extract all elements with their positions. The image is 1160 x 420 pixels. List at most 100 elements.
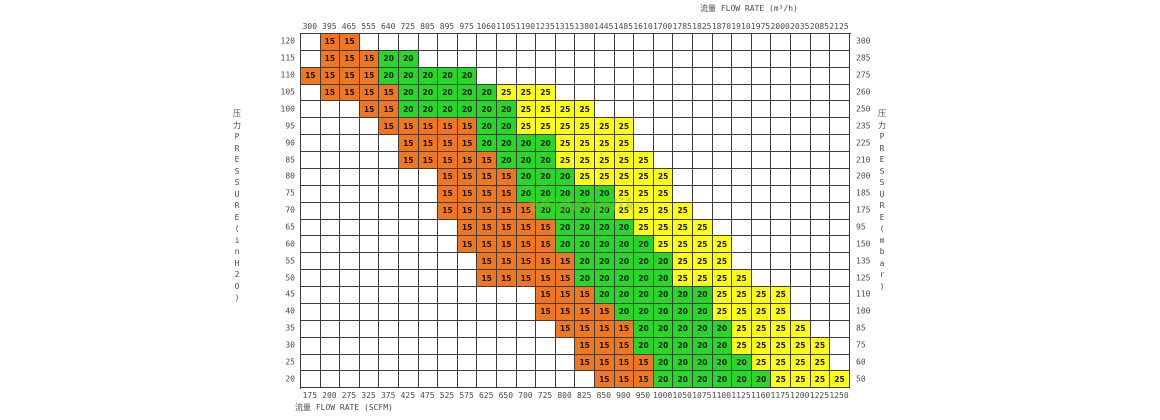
- grid-cell-value: 25: [771, 371, 791, 389]
- grid-cell-empty: [320, 101, 341, 119]
- grid-cell-empty: [320, 337, 341, 355]
- grid-cell-empty: [810, 152, 831, 169]
- grid-cell-value: 20: [712, 337, 733, 355]
- right-tick-50: 50: [856, 374, 866, 384]
- grid-cell-value: 25: [653, 236, 674, 254]
- right-tick-260: 260: [856, 87, 871, 97]
- grid-cell-value: 25: [575, 101, 595, 119]
- grid-cell-empty: [457, 303, 478, 321]
- grid-cell-empty: [673, 185, 693, 203]
- grid-cell-empty: [614, 67, 635, 85]
- right-tick-300: 300: [856, 36, 871, 46]
- grid-cell-value: 20: [614, 287, 635, 304]
- grid-cell-value: 15: [418, 152, 439, 169]
- grid-cell-value: 15: [536, 303, 556, 321]
- left-tick-70: 70: [285, 205, 295, 215]
- grid-cell-empty: [810, 270, 831, 288]
- grid-cell-value: 15: [497, 270, 517, 288]
- grid-cell-empty: [516, 337, 537, 355]
- grid-cell-empty: [438, 287, 458, 304]
- bottom-tick-1175: 1175: [770, 391, 790, 400]
- grid-cell-value: 20: [575, 270, 595, 288]
- grid-cell-value: 15: [575, 337, 595, 355]
- axis-title-char: (: [234, 224, 240, 233]
- grid-cell-value: 25: [693, 253, 713, 271]
- top-tick-1190: 1190: [515, 22, 536, 31]
- grid-cell-empty: [320, 168, 341, 186]
- grid-cell-empty: [595, 84, 615, 102]
- grid-cell-value: 20: [438, 101, 458, 119]
- grid-cell-empty: [438, 34, 458, 51]
- grid-cell-value: 25: [516, 118, 537, 136]
- grid-cell-empty: [732, 152, 752, 169]
- grid-cell-empty: [457, 253, 478, 271]
- grid-cell-empty: [634, 84, 654, 102]
- grid-cell-empty: [457, 320, 478, 338]
- axis-title-char: E: [234, 155, 240, 164]
- grid-cell-value: 15: [516, 253, 537, 271]
- grid-cell-empty: [751, 152, 772, 169]
- grid-cell-value: 25: [614, 135, 635, 153]
- grid-cell-value: 15: [457, 118, 478, 136]
- grid-cell-value: 20: [634, 270, 654, 288]
- grid-cell-empty: [693, 185, 713, 203]
- grid-cell-value: 25: [673, 219, 693, 237]
- grid-cell-empty: [320, 202, 341, 220]
- grid-cell-empty: [830, 84, 850, 102]
- grid-cell-empty: [751, 253, 772, 271]
- grid-cell-empty: [379, 202, 399, 220]
- grid-cell-empty: [771, 84, 791, 102]
- grid-cell-empty: [693, 202, 713, 220]
- right-tick-285: 285: [856, 53, 871, 63]
- axis-title-char: O: [234, 281, 240, 291]
- bottom-tick-325: 325: [361, 391, 376, 400]
- grid-cell-value: 15: [595, 371, 615, 389]
- grid-cell-empty: [810, 236, 831, 254]
- grid-cell-empty: [457, 371, 478, 389]
- grid-cell-value: 20: [555, 168, 576, 186]
- grid-cell-value: 15: [516, 270, 537, 288]
- grid-cell-value: 15: [359, 84, 380, 102]
- left-tick-80: 80: [285, 171, 295, 181]
- bottom-tick-1075: 1075: [692, 391, 712, 400]
- left-tick-50: 50: [285, 273, 295, 283]
- grid-cell-empty: [516, 67, 537, 85]
- grid-cell-empty: [399, 354, 419, 372]
- grid-cell-value: 25: [712, 253, 733, 271]
- grid-cell-value: 15: [555, 303, 576, 321]
- grid-cell-value: 25: [497, 84, 517, 102]
- grid-cell-empty: [732, 34, 752, 51]
- top-tick-1315: 1315: [554, 22, 575, 31]
- grid-cell-value: 25: [634, 168, 654, 186]
- grid-cell-empty: [359, 371, 380, 389]
- axis-title-char: 2: [234, 270, 240, 279]
- grid-cell-value: 25: [791, 337, 811, 355]
- grid-cell-empty: [497, 371, 517, 389]
- grid-cell-value: 25: [732, 303, 752, 321]
- grid-cell-empty: [732, 168, 752, 186]
- grid-cell-empty: [595, 67, 615, 85]
- watermark: zhidonglik: [528, 196, 637, 216]
- grid-cell-empty: [810, 219, 831, 237]
- right-tick-95: 95: [856, 222, 866, 232]
- left-tick-100: 100: [280, 104, 295, 114]
- grid-cell-empty: [379, 185, 399, 203]
- grid-cell-empty: [771, 202, 791, 220]
- grid-cell-value: 20: [634, 236, 654, 254]
- grid-cell-empty: [595, 50, 615, 68]
- grid-cell-empty: [340, 354, 360, 372]
- grid-cell-empty: [830, 236, 850, 254]
- grid-cell-empty: [301, 34, 321, 51]
- grid-cell-value: 25: [673, 236, 693, 254]
- grid-cell-empty: [497, 50, 517, 68]
- grid-cell-empty: [497, 303, 517, 321]
- left-tick-40: 40: [285, 306, 295, 316]
- grid-cell-empty: [477, 337, 497, 355]
- grid-cell-value: 15: [497, 185, 517, 203]
- grid-cell-value: 20: [399, 67, 419, 85]
- grid-cell-value: 25: [614, 202, 635, 220]
- grid-cell-empty: [340, 219, 360, 237]
- grid-cell-value: 25: [751, 303, 772, 321]
- axis-title-char: ): [234, 293, 240, 302]
- grid-cell-empty: [771, 67, 791, 85]
